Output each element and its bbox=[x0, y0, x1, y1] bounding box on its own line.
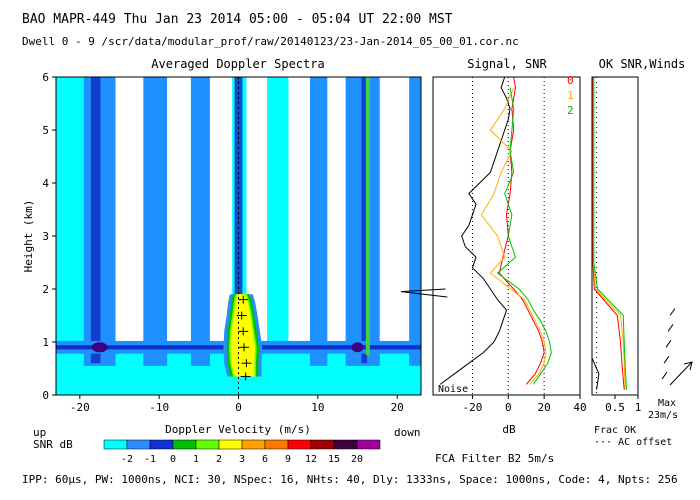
snr-title: Signal, SNR bbox=[467, 57, 547, 71]
colorbar-tick-label: -1 bbox=[144, 454, 156, 465]
frac-ok-label: Frac OK bbox=[594, 425, 636, 436]
x-tick-label: -20 bbox=[70, 401, 90, 414]
colorbar-tick-label: -2 bbox=[121, 454, 133, 465]
spectra-blue-band bbox=[190, 77, 210, 366]
filter-label: FCA Filter B2 5m/s bbox=[435, 452, 554, 465]
x-tick-label: 20 bbox=[391, 401, 404, 414]
y-tick-label: 3 bbox=[42, 230, 49, 243]
y-tick-label: 5 bbox=[42, 124, 49, 137]
snr-series-1 bbox=[480, 87, 547, 385]
spectra-dark-band bbox=[234, 77, 243, 364]
spectra-white-band bbox=[327, 77, 346, 345]
winds-x-tick-label: 0.5 bbox=[605, 401, 625, 414]
colorbar-tick-label: 9 bbox=[285, 454, 291, 465]
snr-colorbar: -2 -1 0 1 2 3 6 9 12 15 20 bbox=[103, 439, 381, 465]
wind-barb bbox=[665, 340, 672, 348]
colorbar-swatch bbox=[218, 439, 243, 450]
colorbar-swatch bbox=[264, 439, 289, 450]
snr-frame bbox=[432, 76, 581, 396]
legend-1: 1 bbox=[567, 89, 574, 102]
snr-background bbox=[433, 77, 580, 395]
x-tick-label: 10 bbox=[311, 401, 324, 414]
x-tick-label: -10 bbox=[149, 401, 169, 414]
wind-barb bbox=[663, 355, 670, 364]
colorbar-swatch bbox=[356, 439, 381, 450]
max-label-1: Max bbox=[658, 398, 676, 409]
spectra-white-band bbox=[288, 77, 310, 345]
spectra-blue-band bbox=[143, 77, 168, 366]
spectra-white-band bbox=[115, 77, 144, 345]
colorbar-swatch bbox=[149, 439, 174, 450]
header-line-2: Dwell 0 - 9 /scr/data/modular_prof/raw/2… bbox=[22, 35, 519, 48]
spectra-white-band bbox=[209, 77, 233, 345]
spectra-blue-band bbox=[309, 77, 328, 366]
y-tick-label: 1 bbox=[42, 336, 49, 349]
colorbar-swatch bbox=[103, 439, 128, 450]
clutter-blob-left bbox=[91, 342, 108, 353]
colorbar-swatch bbox=[287, 439, 312, 450]
spectra-xlabel: Doppler Velocity (m/s) bbox=[165, 423, 311, 436]
max-wind-arrowhead bbox=[683, 361, 693, 371]
doppler-spectra-panel: -20 -10 0 10 20 0 1 2 3 4 5 6 bbox=[42, 71, 422, 414]
ac-offset-label: ··· AC offset bbox=[594, 437, 672, 448]
spectra-dark-band bbox=[90, 77, 101, 364]
colorbar-tick-label: 2 bbox=[216, 454, 222, 465]
clutter-blob-right bbox=[351, 342, 364, 353]
colorbar-swatch bbox=[310, 439, 335, 450]
colorbar-swatch bbox=[195, 439, 220, 450]
colorbar-label: SNR dB bbox=[33, 438, 73, 451]
signal-snr-panel: -20 0 20 40 bbox=[400, 76, 587, 414]
x-tick-label: 0 bbox=[235, 401, 242, 414]
snr-xlabel: dB bbox=[502, 423, 516, 436]
colorbar-tick-label: 1 bbox=[193, 454, 199, 465]
spectra-blue-band bbox=[409, 77, 421, 366]
spectra-ylabel: Height (km) bbox=[22, 200, 35, 273]
spectra-white-band bbox=[246, 77, 268, 345]
colorbar-tick-label: 12 bbox=[305, 454, 317, 465]
spectra-white-band bbox=[379, 77, 410, 345]
header-line-1: BAO MAPR-449 Thu Jan 23 2014 05:00 - 05:… bbox=[22, 12, 453, 27]
colorbar-tick-label: 15 bbox=[328, 454, 340, 465]
colorbar-swatch bbox=[333, 439, 358, 450]
colorbar-tick-label: 0 bbox=[170, 454, 176, 465]
snr-x-tick-label: 0 bbox=[505, 401, 512, 414]
legend-0: 0 bbox=[567, 74, 574, 87]
snr-x-tick-label: 20 bbox=[538, 401, 551, 414]
snr-series-0 bbox=[498, 76, 545, 385]
spectra-white-band bbox=[167, 77, 191, 345]
colorbar-swatch bbox=[172, 439, 197, 450]
colorbar-swatch bbox=[126, 439, 151, 450]
colorbar-tick-label: 3 bbox=[239, 454, 245, 465]
winds-series-2 bbox=[593, 77, 627, 390]
spectra-dark-band bbox=[361, 77, 368, 364]
legend-2: 2 bbox=[567, 104, 574, 117]
snr-x-tick-label: 40 bbox=[573, 401, 586, 414]
wind-barb bbox=[661, 371, 668, 380]
max-label-2: 23m/s bbox=[648, 410, 678, 421]
winds-title: OK SNR,Winds bbox=[599, 57, 686, 71]
winds-x-tick-label: 1 bbox=[635, 401, 642, 414]
y-tick-label: 4 bbox=[42, 177, 49, 190]
wind-barb bbox=[667, 324, 674, 332]
height-pointer bbox=[400, 288, 448, 298]
winds-background bbox=[592, 77, 638, 395]
snr-series-signal bbox=[439, 76, 511, 385]
snr-series-2 bbox=[496, 87, 552, 385]
noise-label: Noise bbox=[438, 384, 468, 395]
colorbar-swatch bbox=[241, 439, 266, 450]
down-label: down bbox=[394, 426, 421, 439]
max-wind-arrow bbox=[669, 361, 693, 386]
footer-params: IPP: 60µs, PW: 1000ns, NCI: 30, NSpec: 1… bbox=[22, 473, 678, 486]
colorbar-tick-label: 6 bbox=[262, 454, 268, 465]
y-tick-label: 2 bbox=[42, 283, 49, 296]
y-tick-label: 0 bbox=[42, 389, 49, 402]
ok-snr-winds-panel: 0.5 1 bbox=[591, 76, 693, 414]
spectra-title: Averaged Doppler Spectra bbox=[151, 57, 324, 71]
colorbar-tick-label: 20 bbox=[351, 454, 363, 465]
wind-barb bbox=[669, 308, 676, 316]
y-tick-label: 6 bbox=[42, 71, 49, 84]
snr-x-tick-label: -20 bbox=[463, 401, 483, 414]
up-label: up bbox=[33, 426, 46, 439]
